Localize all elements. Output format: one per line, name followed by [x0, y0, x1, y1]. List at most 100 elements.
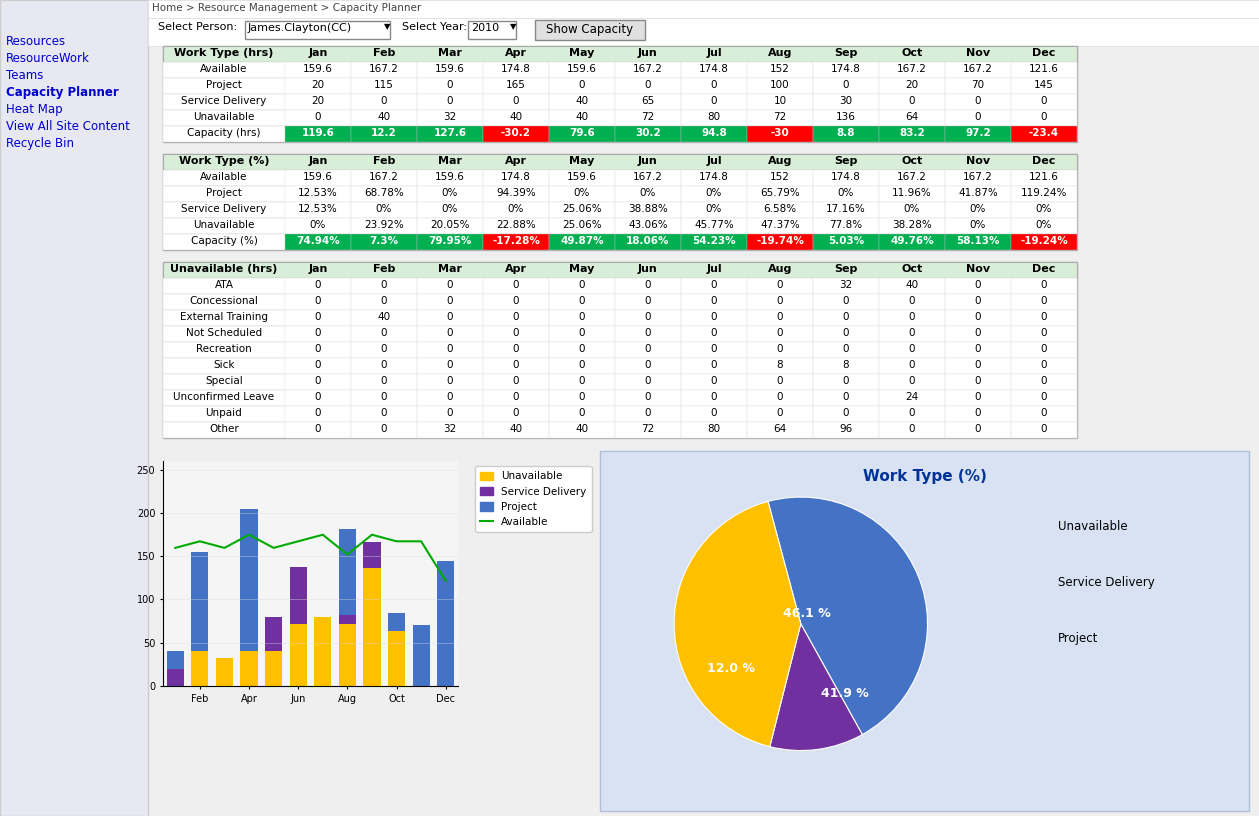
Bar: [549, 358, 614, 374]
Text: 165: 165: [506, 80, 526, 90]
Text: 0: 0: [711, 312, 718, 322]
Bar: [879, 374, 946, 390]
Bar: [417, 78, 483, 94]
Bar: [483, 422, 549, 438]
Text: 0: 0: [974, 112, 981, 122]
Text: 12.53%: 12.53%: [298, 204, 337, 214]
Bar: [879, 110, 946, 126]
Bar: [388, 631, 405, 686]
Text: 22.88%: 22.88%: [496, 220, 536, 230]
Text: 0: 0: [512, 360, 519, 370]
Bar: [162, 294, 1076, 310]
Bar: [162, 422, 1076, 438]
Bar: [681, 218, 747, 234]
Bar: [162, 62, 1076, 78]
Text: 0: 0: [909, 344, 915, 354]
Text: 0: 0: [380, 424, 388, 434]
Text: ▼: ▼: [510, 22, 516, 31]
Text: 121.6: 121.6: [1029, 172, 1059, 182]
Text: Recycle Bin: Recycle Bin: [6, 137, 74, 150]
Text: 0: 0: [974, 296, 981, 306]
Bar: [879, 94, 946, 110]
Bar: [879, 390, 946, 406]
Bar: [681, 374, 747, 390]
Bar: [946, 126, 1011, 142]
Text: 30.2: 30.2: [635, 128, 661, 138]
Text: 0%: 0%: [376, 204, 393, 214]
Bar: [1011, 342, 1076, 358]
Text: Sick: Sick: [213, 360, 234, 370]
Text: 0: 0: [711, 344, 718, 354]
Text: 167.2: 167.2: [369, 64, 399, 74]
Bar: [813, 94, 879, 110]
Bar: [1011, 62, 1076, 78]
Text: 0%: 0%: [1036, 220, 1053, 230]
Bar: [601, 451, 1249, 811]
Text: Teams: Teams: [6, 69, 43, 82]
Bar: [285, 170, 351, 186]
Bar: [483, 358, 549, 374]
Text: 0: 0: [447, 360, 453, 370]
Text: 97.2: 97.2: [966, 128, 991, 138]
Text: 0: 0: [711, 392, 718, 402]
Text: 0: 0: [512, 376, 519, 386]
Available: [364, 530, 379, 539]
Text: 0: 0: [1041, 312, 1047, 322]
Text: Work Type (%): Work Type (%): [179, 156, 269, 166]
Text: 49.87%: 49.87%: [560, 236, 604, 246]
Text: Recreation: Recreation: [196, 344, 252, 354]
Bar: [614, 202, 681, 218]
Text: 0: 0: [974, 328, 981, 338]
Bar: [351, 310, 417, 326]
Bar: [162, 342, 1076, 358]
Text: 0: 0: [842, 392, 850, 402]
Bar: [483, 234, 549, 250]
Bar: [946, 390, 1011, 406]
Text: 64: 64: [773, 424, 787, 434]
Text: Home > Resource Management > Capacity Planner: Home > Resource Management > Capacity Pl…: [152, 3, 422, 13]
Text: Concessional: Concessional: [190, 296, 258, 306]
Bar: [879, 234, 946, 250]
Text: 159.6: 159.6: [303, 172, 332, 182]
Bar: [351, 374, 417, 390]
Text: 0: 0: [1041, 280, 1047, 290]
Bar: [813, 186, 879, 202]
Bar: [351, 390, 417, 406]
Bar: [549, 110, 614, 126]
Text: 0: 0: [645, 408, 651, 418]
Bar: [813, 294, 879, 310]
Bar: [166, 668, 184, 686]
Text: 0: 0: [380, 328, 388, 338]
Bar: [747, 62, 813, 78]
Bar: [417, 126, 483, 142]
Bar: [813, 110, 879, 126]
Bar: [879, 406, 946, 422]
Text: 0: 0: [1041, 376, 1047, 386]
Text: 25.06%: 25.06%: [563, 204, 602, 214]
Text: Other: Other: [209, 424, 239, 434]
Bar: [417, 358, 483, 374]
Bar: [614, 342, 681, 358]
Bar: [549, 186, 614, 202]
Text: 20: 20: [311, 80, 325, 90]
Text: 0: 0: [447, 392, 453, 402]
Bar: [946, 94, 1011, 110]
Bar: [681, 310, 747, 326]
Available: [242, 530, 257, 539]
Text: 58.13%: 58.13%: [957, 236, 1000, 246]
Text: 0: 0: [447, 376, 453, 386]
Bar: [614, 278, 681, 294]
Text: 152: 152: [771, 172, 789, 182]
Bar: [681, 170, 747, 186]
Text: 40: 40: [575, 96, 588, 106]
Text: 0: 0: [447, 312, 453, 322]
Bar: [417, 170, 483, 186]
Bar: [162, 170, 1076, 186]
Text: 8.8: 8.8: [837, 128, 855, 138]
Text: 77.8%: 77.8%: [830, 220, 862, 230]
Available: [315, 530, 330, 539]
Bar: [162, 126, 1076, 142]
Bar: [549, 202, 614, 218]
Text: 0: 0: [315, 312, 321, 322]
Text: 0: 0: [909, 328, 915, 338]
